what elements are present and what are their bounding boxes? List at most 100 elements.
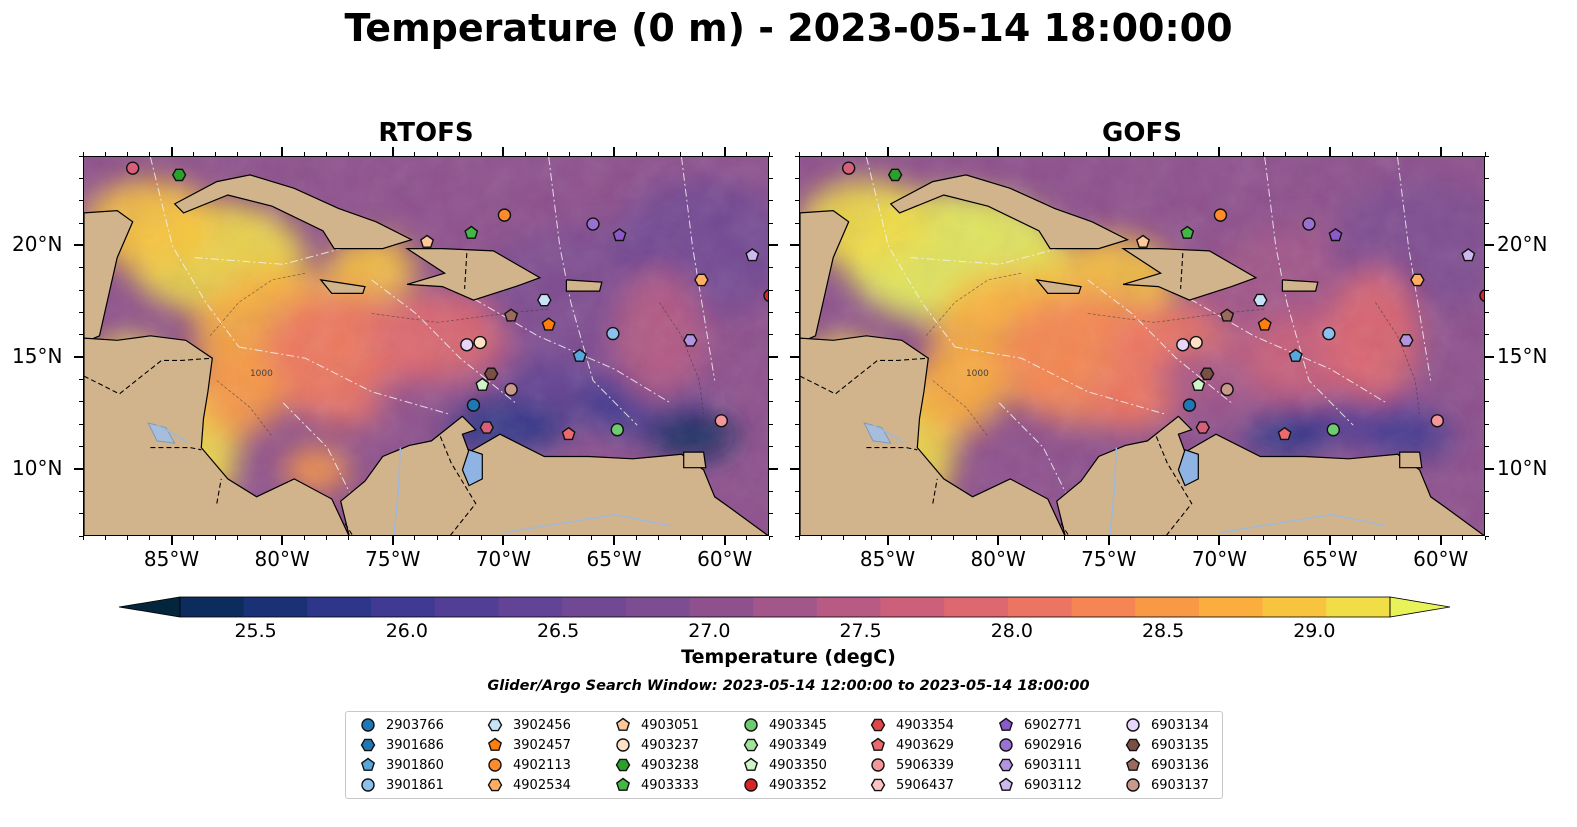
legend-marker bbox=[744, 778, 758, 792]
float-markers bbox=[125, 161, 768, 441]
lon-minor-tick bbox=[1130, 536, 1132, 540]
lon-minor-tick-top bbox=[480, 152, 482, 156]
lat-tick-right bbox=[1485, 244, 1494, 247]
lon-minor-tick-top bbox=[1218, 152, 1220, 156]
float-marker-3901861 bbox=[1322, 326, 1336, 341]
lon-tick-top bbox=[886, 147, 889, 156]
float-marker-4903238 bbox=[887, 168, 903, 182]
lon-minor-tick bbox=[931, 536, 933, 540]
rivers bbox=[156, 424, 671, 535]
float-marker-4902113 bbox=[1213, 208, 1228, 222]
lon-minor-tick-top bbox=[325, 152, 327, 156]
lat-minor-tick bbox=[795, 423, 799, 425]
lon-tick-label: 60°W bbox=[1413, 547, 1469, 571]
legend-marker bbox=[1125, 757, 1141, 771]
lat-tick bbox=[790, 244, 799, 247]
lon-minor-tick-top bbox=[1484, 152, 1486, 156]
map-panel-gofs[interactable]: 1000 bbox=[799, 156, 1485, 536]
legend-label: 4903352 bbox=[769, 777, 827, 793]
legend-item: 3901861 bbox=[360, 775, 444, 795]
lon-minor-tick-top bbox=[547, 152, 549, 156]
lon-minor-tick bbox=[679, 536, 681, 540]
lon-minor-tick-top bbox=[1064, 152, 1066, 156]
legend-label: 4903349 bbox=[769, 737, 827, 753]
lat-minor-tick bbox=[79, 289, 83, 291]
colorbar-segment bbox=[180, 597, 245, 617]
lon-tick-top bbox=[723, 147, 726, 156]
float-marker-3902456 bbox=[1252, 293, 1268, 307]
lat-tick-right bbox=[769, 356, 778, 359]
legend-item: 6903134 bbox=[1125, 715, 1209, 735]
legend-item: 4903237 bbox=[615, 735, 699, 755]
lon-minor-tick bbox=[746, 536, 748, 540]
lon-minor-tick-top bbox=[1329, 152, 1331, 156]
land-trinidad bbox=[1399, 451, 1423, 469]
legend-label: 6903112 bbox=[1024, 777, 1082, 793]
lon-tick bbox=[281, 536, 284, 545]
colorbar-extend-high bbox=[1389, 596, 1451, 618]
lat-tick bbox=[790, 467, 799, 470]
lon-minor-tick bbox=[569, 536, 571, 540]
lat-minor-tick-right bbox=[769, 334, 773, 336]
float-marker-6902916 bbox=[586, 217, 600, 231]
lon-minor-tick-top bbox=[657, 152, 659, 156]
lat-minor-tick-right bbox=[1485, 267, 1489, 269]
lon-minor-tick bbox=[613, 536, 615, 540]
lon-minor-tick-top bbox=[436, 152, 438, 156]
lat-minor-tick bbox=[79, 513, 83, 515]
float-marker-3901860 bbox=[1288, 348, 1303, 362]
float-marker-4903333 bbox=[464, 225, 479, 239]
lon-minor-tick bbox=[303, 536, 305, 540]
lat-minor-tick-right bbox=[769, 267, 773, 269]
map-panel-rtofs[interactable]: 1000 bbox=[83, 156, 769, 536]
legend-label: 2903766 bbox=[386, 717, 444, 733]
lon-minor-tick bbox=[1373, 536, 1375, 540]
float-marker-4903238 bbox=[171, 168, 187, 182]
lat-minor-tick bbox=[79, 155, 83, 157]
lon-minor-tick bbox=[1395, 536, 1397, 540]
lon-minor-tick-top bbox=[348, 152, 350, 156]
lon-minor-tick bbox=[1351, 536, 1353, 540]
circle-marker-icon bbox=[488, 758, 502, 772]
float-marker-6902916 bbox=[1302, 217, 1316, 231]
float-marker-3902456 bbox=[536, 293, 552, 307]
lon-minor-tick-top bbox=[1019, 152, 1021, 156]
lon-minor-tick-top bbox=[1285, 152, 1287, 156]
legend-item: 3902457 bbox=[487, 735, 571, 755]
lon-minor-tick bbox=[1285, 536, 1287, 540]
legend-marker bbox=[744, 718, 758, 732]
lon-tick bbox=[886, 536, 889, 545]
legend-label: 6903136 bbox=[1151, 757, 1209, 773]
lat-minor-tick bbox=[79, 423, 83, 425]
legend-marker bbox=[360, 738, 376, 752]
float-marker-4903051 bbox=[1135, 234, 1151, 248]
lon-minor-tick-top bbox=[148, 152, 150, 156]
landmasses bbox=[800, 174, 1484, 535]
lon-minor-tick bbox=[458, 536, 460, 540]
lat-minor-tick-right bbox=[769, 289, 773, 291]
lat-minor-tick-right bbox=[1485, 379, 1489, 381]
lat-minor-tick-right bbox=[1485, 423, 1489, 425]
lon-minor-tick-top bbox=[126, 152, 128, 156]
lat-minor-tick-right bbox=[769, 401, 773, 403]
float-marker-6903135 bbox=[1199, 367, 1215, 381]
lon-minor-tick bbox=[1263, 536, 1265, 540]
lat-minor-tick-right bbox=[769, 513, 773, 515]
lon-minor-tick bbox=[237, 536, 239, 540]
lat-minor-tick-right bbox=[1485, 513, 1489, 515]
float-marker-4902113 bbox=[497, 208, 512, 222]
lat-minor-tick bbox=[795, 513, 799, 515]
legend-marker bbox=[743, 757, 759, 771]
float-marker-4903352 bbox=[763, 289, 768, 302]
legend-item: 4903350 bbox=[743, 755, 827, 775]
float-marker-3901860 bbox=[572, 348, 587, 362]
legend-item: 5906437 bbox=[870, 775, 954, 795]
lat-minor-tick bbox=[79, 222, 83, 224]
legend-label: 3901686 bbox=[386, 737, 444, 753]
lat-minor-tick bbox=[79, 334, 83, 336]
lat-minor-tick-right bbox=[769, 446, 773, 448]
lon-tick-top bbox=[281, 147, 284, 156]
lat-minor-tick bbox=[795, 177, 799, 179]
lon-minor-tick bbox=[635, 536, 637, 540]
lon-minor-tick-top bbox=[591, 152, 593, 156]
